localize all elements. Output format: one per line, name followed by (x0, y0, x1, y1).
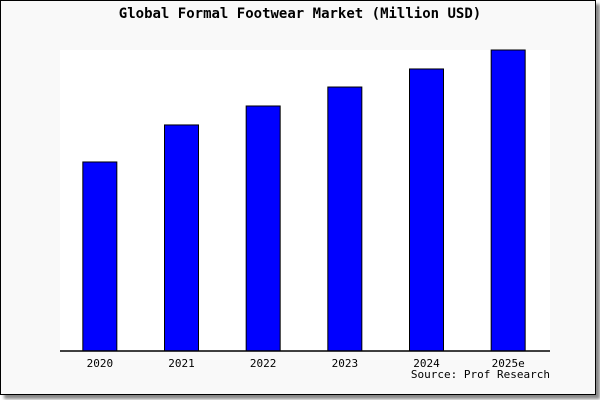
bar-2021 (164, 124, 199, 352)
x-tick-label: 2023 (332, 357, 359, 370)
bar-2020 (82, 161, 118, 352)
source-note: Source: Prof Research (410, 368, 550, 381)
bar-2025e (490, 49, 526, 352)
x-tick-label: 2025e (492, 357, 525, 370)
x-tick-label: 2020 (87, 357, 114, 370)
x-tick-label: 2022 (250, 357, 277, 370)
chart-title: Global Formal Footwear Market (Million U… (118, 6, 482, 22)
bar-2024 (409, 68, 444, 352)
bar-2023 (327, 86, 363, 352)
plot-area (60, 50, 550, 351)
x-tick-label: 2021 (168, 357, 195, 370)
bar-2022 (245, 105, 281, 352)
x-tick-label: 2024 (413, 357, 440, 370)
